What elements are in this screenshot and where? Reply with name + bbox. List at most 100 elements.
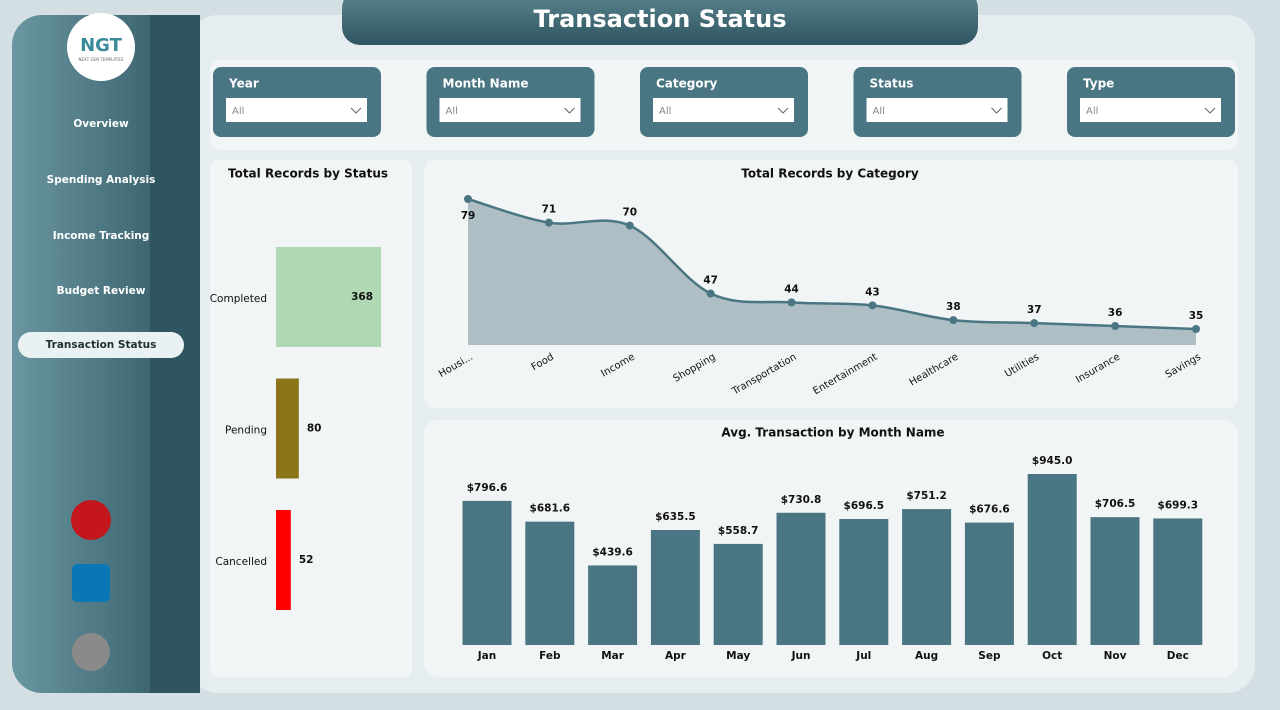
filter-label: Month Name [443,77,529,91]
data-label: 36 [1108,307,1123,319]
nav-item[interactable]: Transaction Status [46,339,157,351]
logo [67,13,135,81]
bar [839,518,889,645]
bar [964,522,1014,645]
data-label: 43 [865,286,880,298]
x-tick-label: Mar [601,650,625,662]
social-icons [71,500,111,671]
filter-dropdown[interactable] [226,98,367,122]
data-label: $730.8 [781,494,822,506]
logo-subtitle: NEXT GEN TEMPLATES [79,57,124,62]
nav-item[interactable]: Budget Review [57,285,146,297]
category-label: Pending [225,425,267,437]
data-label: $676.6 [969,504,1010,516]
data-label: 70 [622,207,637,219]
nav-item[interactable]: Spending Analysis [47,174,156,186]
data-label: 35 [1189,310,1204,322]
bar [276,247,381,347]
filter-dropdown[interactable] [439,98,581,122]
x-tick-label: Nov [1104,650,1127,662]
filter-label: Status [870,77,914,91]
data-label: $681.6 [530,503,571,515]
data-label: $945.0 [1032,455,1073,467]
data-label: $558.7 [718,525,759,537]
x-tick-label: Jan [477,650,496,662]
x-tick-label: Jul [855,650,871,662]
filter-dropdown[interactable] [653,98,794,122]
bar [462,500,512,645]
category-panel [424,160,1238,408]
point [1111,322,1120,331]
data-label: $751.2 [906,490,947,502]
nav-item[interactable]: Overview [73,118,129,130]
nav-item[interactable]: Income Tracking [53,230,150,242]
point [787,298,796,307]
data-label: $699.3 [1158,499,1199,511]
dropdown-caret [1204,107,1216,114]
x-tick-label: Oct [1042,650,1062,662]
data-label: 47 [703,275,718,287]
data-label: $635.5 [655,511,696,523]
youtube-icon[interactable] [71,500,111,540]
point [868,301,877,310]
data-label: 38 [946,301,961,313]
filter-value: All [659,106,671,117]
dropdown-caret [777,107,789,114]
title-tab [342,0,978,45]
page-title: Transaction Status [534,5,787,33]
filter-label: Type [1083,77,1114,91]
category-label: Completed [210,293,267,305]
chart-title: Total Records by Status [228,167,388,181]
data-label: 37 [1027,304,1042,316]
status-panel [210,160,412,677]
web-icon[interactable] [72,633,110,671]
nav-active[interactable] [18,332,184,358]
bar [902,509,952,645]
bar [650,530,700,645]
data-label: $706.5 [1095,498,1136,510]
logo-text: NGT [80,35,123,56]
bar [1153,518,1203,645]
point [949,316,958,325]
point [1030,319,1039,328]
data-label: 368 [351,291,373,303]
point [1192,325,1200,333]
data-label: $439.6 [592,546,633,558]
x-tick-label: Sep [978,650,1001,662]
dropdown-caret [564,107,575,114]
filter-dropdown[interactable] [866,98,1008,122]
point [625,221,634,230]
bar [776,512,826,645]
bar [588,565,638,645]
filter-dropdown[interactable] [1080,98,1221,122]
bar [1027,474,1077,645]
x-tick-label: Dec [1167,650,1189,662]
line [467,197,1197,331]
filter-value: All [232,106,244,117]
filter-label: Category [656,77,718,91]
chart-title: Avg. Transaction by Month Name [721,426,944,440]
x-tick-label: May [726,650,750,662]
x-tick-label: Jun [791,650,811,662]
filter-value: All [873,106,885,117]
area [468,199,1196,345]
point [706,289,715,298]
data-label: $696.5 [844,500,885,512]
dropdown-caret [991,107,1002,114]
x-tick-label: Feb [539,650,561,662]
filter-value: All [446,106,458,117]
chart-title: Total Records by Category [741,167,919,181]
data-label: 71 [542,204,557,216]
bar [525,521,575,645]
data-label: 80 [307,423,322,435]
linkedin-icon[interactable] [72,564,110,602]
data-label: 52 [299,554,314,566]
data-label: $796.6 [467,482,508,494]
bar [713,543,763,645]
point [464,195,472,203]
bar [1090,517,1140,645]
data-label: 44 [784,283,799,295]
dropdown-caret [350,107,362,114]
